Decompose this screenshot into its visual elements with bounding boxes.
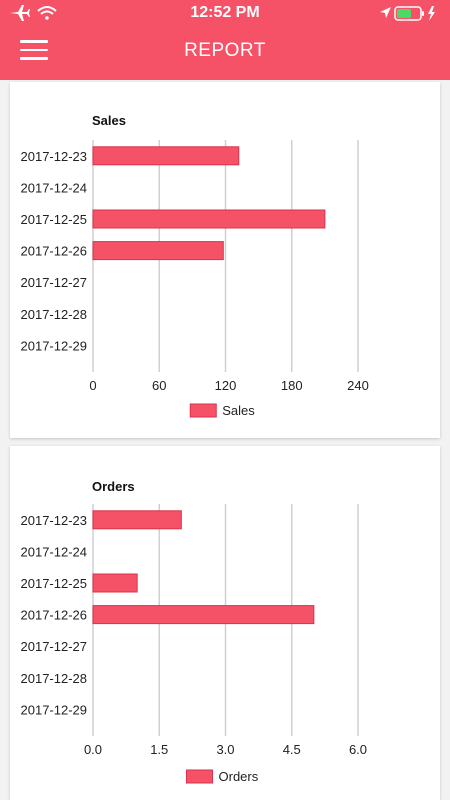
category-label: 2017-12-28: [21, 307, 88, 322]
tick-label: 3.0: [216, 742, 234, 757]
status-time: 12:52 PM: [190, 4, 260, 21]
legend-label: Orders: [219, 769, 259, 784]
tick-label: 0: [89, 378, 96, 393]
bar[interactable]: [92, 605, 315, 625]
battery-icon: [394, 6, 424, 21]
chart-title: Sales: [92, 113, 126, 128]
category-label: 2017-12-28: [21, 671, 88, 686]
page-title: REPORT: [184, 40, 266, 61]
category-label: 2017-12-26: [21, 608, 88, 623]
nav-bar: REPORT: [0, 30, 450, 74]
charging-icon: [428, 6, 435, 21]
chart-title: Orders: [92, 479, 135, 494]
category-label: 2017-12-25: [21, 576, 88, 591]
category-label: 2017-12-29: [21, 702, 88, 717]
category-label: 2017-12-23: [21, 513, 88, 528]
bar[interactable]: [92, 241, 224, 261]
orders-chart: Orders 2017-12-23 2017-12-24 2017-12-25 201…: [21, 479, 368, 784]
status-right: [378, 3, 442, 28]
bar[interactable]: [92, 209, 326, 229]
tick-label: 180: [281, 378, 303, 393]
category-label: 2017-12-27: [21, 639, 88, 654]
sales-chart-card: Sales 2017-12-23 2017-12-24 2017-12-25 2017…: [10, 82, 440, 438]
legend-swatch: [189, 403, 217, 418]
category-label: 2017-12-27: [21, 275, 88, 290]
tick-label: 60: [152, 378, 166, 393]
location-icon: [380, 7, 391, 18]
tick-label: 1.5: [150, 742, 168, 757]
category-label: 2017-12-24: [21, 544, 88, 559]
app-header: 12:52 PM REPORT: [0, 0, 450, 80]
tick-label: 6.0: [349, 742, 367, 757]
legend-label: Sales: [222, 403, 255, 418]
category-label: 2017-12-25: [21, 212, 88, 227]
tick-label: 120: [215, 378, 237, 393]
status-right-icons: [380, 6, 435, 21]
category-label: 2017-12-29: [21, 338, 88, 353]
category-label: 2017-12-24: [21, 180, 88, 195]
status-bar: 12:52 PM: [0, 0, 450, 26]
tick-label: 240: [347, 378, 369, 393]
status-left-icons: [10, 5, 57, 21]
tick-label: 0.0: [84, 742, 102, 757]
category-label: 2017-12-26: [21, 244, 88, 259]
hamburger-menu-icon[interactable]: [20, 40, 48, 62]
bar[interactable]: [92, 573, 138, 593]
legend-swatch: [186, 769, 213, 784]
bar[interactable]: [92, 146, 240, 166]
bar[interactable]: [92, 510, 182, 530]
tick-label: 4.5: [283, 742, 301, 757]
orders-chart-card: Orders 2017-12-23 2017-12-24 2017-12-25 201…: [10, 446, 440, 800]
status-left: [8, 3, 68, 28]
airplane-icon: [10, 5, 30, 21]
sales-chart: Sales 2017-12-23 2017-12-24 2017-12-25 2017…: [21, 113, 369, 418]
category-label: 2017-12-23: [21, 149, 88, 164]
wifi-icon: [37, 6, 57, 20]
